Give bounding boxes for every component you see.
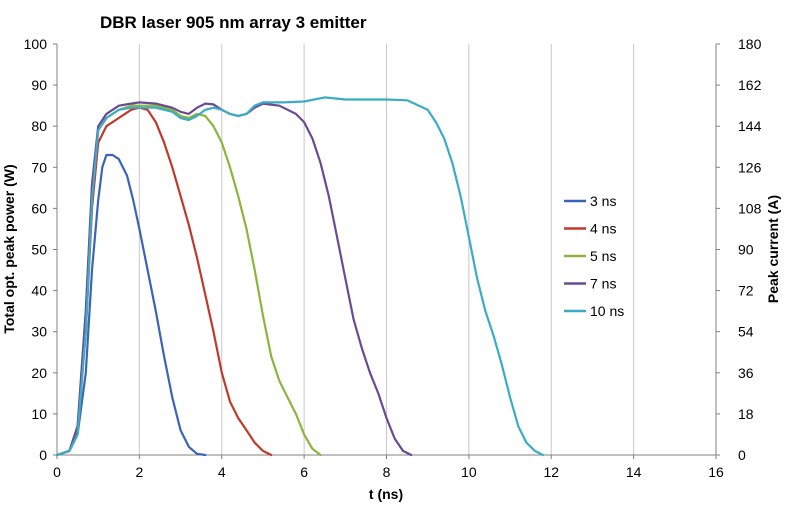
y-tick-label: 10 xyxy=(31,406,47,422)
y-tick-label: 90 xyxy=(31,77,47,93)
y-tick-label: 100 xyxy=(24,36,48,52)
x-tick-label: 16 xyxy=(708,464,724,480)
legend-label-4-ns: 4 ns xyxy=(590,221,616,237)
legend: 3 ns 4 ns 5 ns 7 ns 10 ns xyxy=(564,193,624,319)
x-tick-label: 12 xyxy=(543,464,559,480)
x-tick-label: 14 xyxy=(626,464,642,480)
y-tick-label: 30 xyxy=(31,324,47,340)
y-tick-label: 70 xyxy=(31,159,47,175)
y2-tick-label: 180 xyxy=(738,36,762,52)
y2-tick-label: 0 xyxy=(738,447,746,463)
y2-tick-label: 18 xyxy=(738,406,754,422)
grid xyxy=(138,44,717,455)
x-tick-label: 2 xyxy=(135,464,143,480)
y-tick-label: 40 xyxy=(31,283,47,299)
y2-tick-label: 54 xyxy=(738,324,754,340)
x-tick-label: 10 xyxy=(461,464,477,480)
y2-tick-label: 36 xyxy=(738,365,754,381)
x-axis-title: t (ns) xyxy=(369,486,403,502)
x-tick-label: 0 xyxy=(53,464,61,480)
y2-axis-title: Peak current (A) xyxy=(765,195,781,303)
x-tick-label: 8 xyxy=(383,464,391,480)
y-tick-label: 80 xyxy=(31,118,47,134)
y-tick-label: 0 xyxy=(39,447,47,463)
y2-tick-label: 72 xyxy=(738,283,754,299)
y2-tick-label: 126 xyxy=(738,159,762,175)
x-tick-label: 6 xyxy=(300,464,308,480)
y-tick-label: 20 xyxy=(31,365,47,381)
y2-tick-label: 108 xyxy=(738,200,762,216)
legend-label-7-ns: 7 ns xyxy=(590,276,616,292)
y-axis-title: Total opt. peak power (W) xyxy=(1,164,17,333)
series-line-3-ns xyxy=(55,153,207,457)
legend-label-5-ns: 5 ns xyxy=(590,248,616,264)
y2-tick-label: 144 xyxy=(738,118,762,134)
series-line-10-ns xyxy=(55,96,545,457)
series-lines xyxy=(55,96,545,457)
legend-label-10-ns: 10 ns xyxy=(590,303,624,319)
y-tick-label: 50 xyxy=(31,242,47,258)
legend-label-3-ns: 3 ns xyxy=(590,193,616,209)
y2-tick-label: 162 xyxy=(738,77,762,93)
y-tick-label: 60 xyxy=(31,200,47,216)
x-tick-label: 4 xyxy=(218,464,226,480)
axes: 0 2 4 6 8 10 12 14 16 0 10 20 30 40 50 60 70 80 90 100 0 18 36… xyxy=(24,36,762,480)
y2-tick-label: 90 xyxy=(738,242,754,258)
chart-title: DBR laser 905 nm array 3 emitter xyxy=(100,13,367,32)
